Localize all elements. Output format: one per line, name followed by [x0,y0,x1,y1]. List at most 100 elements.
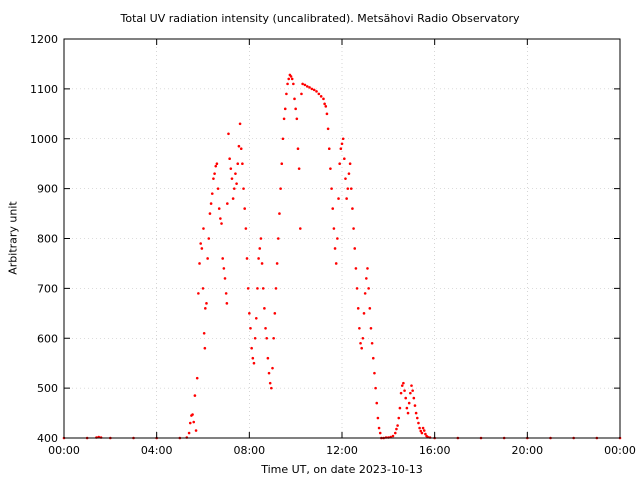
data-point [264,326,267,330]
data-point [261,287,265,290]
data-point [411,389,414,392]
data-point [256,287,259,290]
data-point [415,416,419,420]
data-point [224,292,228,295]
y-tick-label: 700 [37,282,58,295]
data-point [203,346,207,350]
data-point [275,262,279,265]
data-point [208,212,212,215]
data-point [280,162,284,165]
data-point [286,82,289,86]
data-point [319,95,323,98]
data-point [406,411,410,415]
data-point [330,187,333,190]
data-point [353,247,357,250]
data-point [287,77,291,81]
data-point [237,144,241,148]
data-point [259,237,263,240]
data-point [258,247,262,250]
data-point [354,267,358,270]
data-point [226,202,229,205]
y-tick-label: 900 [37,183,58,196]
data-point [272,336,275,340]
data-point [378,431,382,435]
data-point [360,346,363,350]
data-point [419,429,423,433]
x-axis-label: Time UT, on date 2023-10-13 [261,463,423,476]
data-point [238,122,242,126]
data-point [202,331,206,335]
data-point [245,257,249,260]
data-point [344,177,347,180]
data-point [254,317,258,320]
data-point [358,326,361,330]
data-point [417,421,420,425]
data-point [279,187,282,190]
data-point [424,432,427,436]
y-tick-label: 600 [37,332,58,345]
data-point [217,207,221,210]
data-point [362,312,366,315]
data-point [229,167,233,170]
data-point [349,187,353,190]
data-point [207,237,211,240]
data-point [367,287,370,290]
data-point [397,416,401,420]
data-point [326,127,330,131]
data-point [290,77,294,81]
data-point [312,88,316,92]
data-point [235,182,238,185]
data-point [351,207,354,210]
data-point [276,237,280,240]
data-point [260,262,264,265]
data-point [266,356,270,360]
data-point [301,82,304,86]
data-point [395,427,398,431]
data-point [270,386,273,390]
data-point [333,247,337,250]
data-point [282,117,286,121]
y-tick-label: 1000 [30,133,58,146]
data-point [340,142,344,146]
x-tick-label: 16:00 [419,444,451,457]
data-point [239,147,243,151]
data-point [400,384,404,387]
data-point [396,424,399,427]
data-point [215,162,219,165]
data-point [348,162,352,165]
data-point [343,157,346,160]
data-point [227,132,230,136]
data-point [305,85,309,88]
data-point [225,302,229,305]
data-point [373,371,376,375]
data-point [195,376,199,380]
data-point [206,257,209,260]
data-point [341,137,345,141]
data-point [361,336,365,340]
data-point [214,164,218,168]
data-point [252,361,256,365]
data-point [250,346,253,350]
data-point [404,396,408,400]
data-point [194,429,198,432]
data-point [200,247,204,250]
data-point [329,167,332,170]
data-point [338,162,341,165]
data-point [202,227,205,230]
data-point [274,287,278,290]
data-point [421,426,425,430]
data-point [295,117,299,121]
data-point [322,97,325,101]
data-point [412,396,416,400]
data-point [243,207,246,210]
data-point [410,384,413,387]
data-point [337,197,340,200]
data-point [232,187,236,190]
data-point [293,97,296,101]
data-point [402,381,405,385]
data-point [418,426,421,430]
data-point [308,86,311,89]
data-point [236,162,240,165]
data-point [228,157,231,160]
data-point [413,404,417,407]
